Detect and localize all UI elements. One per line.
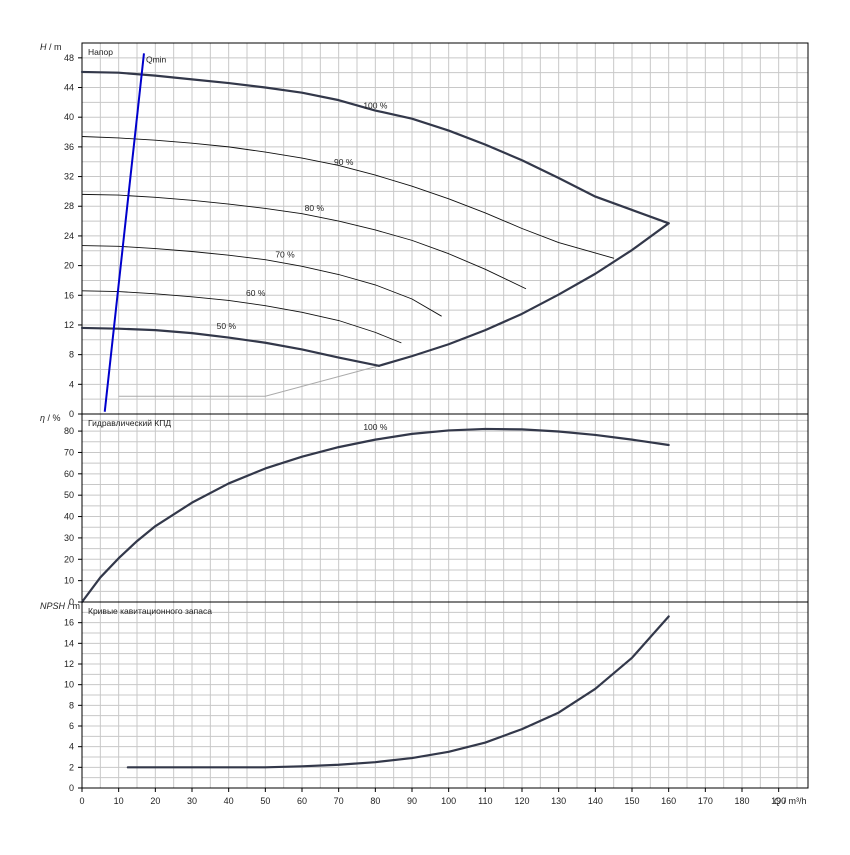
x-tick-label: 120 (514, 796, 529, 806)
y-tick-label: 44 (64, 83, 74, 93)
y-tick-label: 40 (64, 112, 74, 122)
x-tick-label: 40 (224, 796, 234, 806)
y-tick-label: 0 (69, 783, 74, 793)
curve-60pct (81, 290, 402, 344)
x-tick-label: 30 (187, 796, 197, 806)
curve-50pct (80, 326, 381, 367)
curve-80pct (81, 193, 527, 290)
y-tick-label: 32 (64, 172, 74, 182)
y-tick-label: 40 (64, 512, 74, 522)
x-tick-label: 110 (478, 796, 492, 806)
curve-100pct (80, 70, 670, 225)
curve-90pct (81, 136, 615, 259)
panel-frame (81, 42, 809, 415)
y-tick-label: 80 (64, 426, 74, 436)
curve-label: 50 % (217, 321, 237, 331)
y-tick-label: 36 (64, 142, 74, 152)
y-tick-label: 8 (69, 350, 74, 360)
y-tick-label: 30 (64, 533, 74, 543)
y-tick-label: 16 (64, 290, 74, 300)
y-tick-label: 28 (64, 201, 74, 211)
y-tick-label: 20 (64, 554, 74, 564)
y-tick-label: 6 (69, 721, 74, 731)
qmin-line (103, 53, 145, 412)
curve-label: 100 % (363, 101, 388, 111)
panel-frame (81, 601, 809, 789)
y-tick-label: 0 (69, 597, 74, 607)
y-tick-label: 0 (69, 409, 74, 419)
x-tick-label: 80 (370, 796, 380, 806)
curve-100pct (80, 427, 670, 604)
operating-limit-line (118, 365, 380, 397)
x-tick-label: 90 (407, 796, 417, 806)
curve-boundary (377, 222, 670, 367)
y-axis-label: NPSH / m (40, 601, 80, 611)
x-tick-label: 70 (334, 796, 344, 806)
curve-70pct (81, 245, 442, 317)
panel-3: 0 2 4 6 8 10 12 14 16 NPSH / m Кривые кавитационно… (40, 601, 809, 806)
y-tick-label: 20 (64, 261, 74, 271)
x-tick-label: 20 (150, 796, 160, 806)
y-tick-label: 70 (64, 447, 74, 457)
y-tick-label: 60 (64, 469, 74, 479)
y-tick-label: 2 (69, 762, 74, 772)
curve-label: 60 % (246, 288, 266, 298)
x-tick-label: 10 (114, 796, 124, 806)
curve-label: 100 % (363, 422, 388, 432)
x-tick-label: 170 (698, 796, 713, 806)
x-tick-label: 150 (624, 796, 639, 806)
x-tick-label: 160 (661, 796, 676, 806)
y-tick-label: 12 (64, 320, 74, 330)
curve-label: 90 % (334, 157, 354, 167)
x-tick-label: 100 (441, 796, 456, 806)
curve-boundary (126, 615, 670, 769)
y-tick-label: 12 (64, 659, 74, 669)
x-tick-label: 130 (551, 796, 566, 806)
panel-title: Гидравлический КПД (88, 418, 171, 428)
curve-label: 70 % (275, 250, 295, 260)
panel-title: Кривые кавитационного запаса (88, 606, 212, 616)
panel-2: 0 10 20 30 40 50 60 70 80η / % Гидравлический КПД… (40, 413, 809, 607)
y-tick-label: 10 (64, 576, 74, 586)
x-tick-label: 50 (260, 796, 270, 806)
x-tick-label: 60 (297, 796, 307, 806)
panel-title: Напор (88, 47, 113, 57)
y-axis-label: H / m (40, 42, 62, 52)
y-tick-label: 8 (69, 700, 74, 710)
y-tick-label: 48 (64, 53, 74, 63)
x-axis-label: Q / m³/h (774, 796, 807, 806)
y-tick-label: 4 (69, 379, 74, 389)
x-tick-label: 190 (771, 796, 786, 806)
x-tick-label: 140 (588, 796, 603, 806)
y-tick-label: 14 (64, 638, 74, 648)
qmin-label: Qmin (146, 54, 167, 64)
y-tick-label: 4 (69, 742, 74, 752)
x-tick-label: 180 (734, 796, 749, 806)
y-tick-label: 50 (64, 490, 74, 500)
y-tick-label: 24 (64, 231, 74, 241)
x-tick-label: 0 (79, 796, 84, 806)
y-tick-label: 10 (64, 680, 74, 690)
curve-label: 80 % (305, 203, 325, 213)
y-tick-label: 16 (64, 618, 74, 628)
y-axis-label: η / % (40, 413, 61, 423)
